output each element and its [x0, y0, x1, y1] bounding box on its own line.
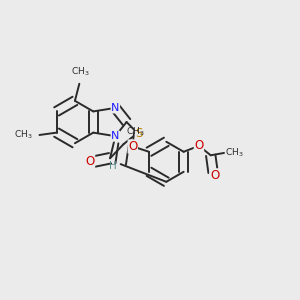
Text: H: H — [110, 161, 117, 172]
Text: N: N — [111, 131, 119, 141]
Text: CH$_3$: CH$_3$ — [14, 129, 33, 141]
Text: O: O — [128, 140, 137, 153]
Text: CH$_3$: CH$_3$ — [126, 125, 144, 138]
Text: N: N — [111, 103, 119, 113]
Text: O: O — [85, 155, 95, 168]
Text: CH$_3$: CH$_3$ — [225, 146, 244, 159]
Text: CH$_3$: CH$_3$ — [70, 66, 89, 78]
Text: O: O — [194, 140, 204, 152]
Text: O: O — [210, 169, 219, 182]
Text: S: S — [135, 127, 142, 140]
